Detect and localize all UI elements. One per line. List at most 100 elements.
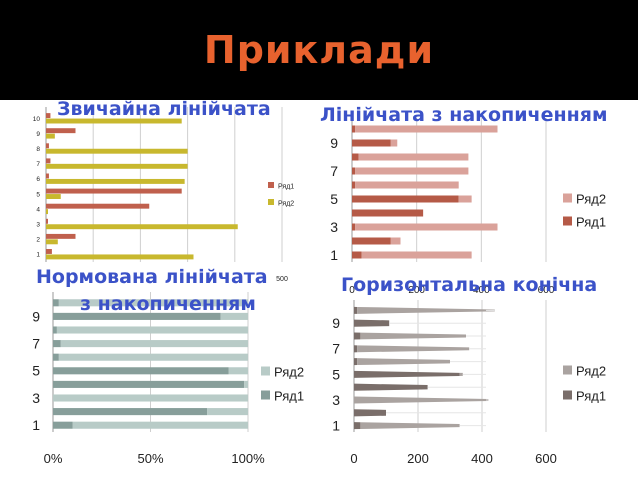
- legend-label-Ряд1: Ряд1: [278, 183, 294, 190]
- legend-label-Ряд1: Ряд1: [576, 389, 606, 404]
- y-tick-label: 1: [332, 418, 340, 434]
- legend-label-Ряд2: Ряд2: [278, 200, 294, 207]
- bar-Ряд2-5: [458, 195, 472, 203]
- y-tick-label: 5: [332, 366, 340, 382]
- legend-swatch-Ряд1: [563, 216, 572, 226]
- subtitle-chart1: Звичайна лінійчата: [57, 98, 271, 120]
- bar-Ряд1-2: [352, 237, 391, 245]
- legend-swatch-Ряд1: [261, 390, 270, 400]
- bar-Ряд1-8: [53, 326, 57, 334]
- bar-Ряд1-10: [46, 113, 51, 119]
- y-tick-label: 5: [330, 191, 338, 207]
- y-tick-label: 7: [330, 163, 338, 179]
- bar-Ряд2-3: [355, 223, 498, 231]
- bar-Ряд2-9: [390, 139, 398, 147]
- bar-Ряд2-2: [207, 408, 248, 416]
- legend-swatch-Ряд1: [268, 182, 274, 188]
- legend-label-Ряд1: Ряд1: [576, 215, 606, 230]
- y-tick-label: 7: [32, 336, 40, 352]
- bar-Ряд2-10: [46, 118, 182, 124]
- legend-swatch-Ряд1: [563, 390, 572, 400]
- bar-Ряд1-1: [53, 421, 73, 429]
- bar-Ряд1-10: [53, 299, 59, 307]
- bar-Ряд1-10: [352, 125, 356, 133]
- legend-label-Ряд2: Ряд2: [576, 192, 606, 207]
- bar-Ряд2-1: [72, 421, 248, 429]
- x-tick-label: 400: [473, 285, 490, 296]
- bar-Ряд2-4: [244, 380, 248, 388]
- bar-Ряд2-6: [58, 353, 248, 361]
- cone-Ряд2-7: [357, 345, 470, 353]
- cone-Ряд1-5: [354, 370, 460, 378]
- y-tick-label: 1: [36, 252, 40, 259]
- bar-Ряд2-8: [56, 326, 249, 334]
- y-tick-label: 9: [332, 315, 340, 331]
- bar-Ряд1-4: [46, 203, 150, 209]
- bar-Ряд2-3: [53, 394, 248, 402]
- cone-Ряд1-9: [354, 319, 390, 327]
- y-tick-label: 1: [330, 247, 338, 263]
- bar-Ряд1-3: [352, 223, 356, 231]
- y-tick-label: 3: [36, 222, 40, 229]
- slide-title: Приклади: [203, 28, 435, 72]
- bar-Ряд2-1: [46, 254, 194, 260]
- legend-swatch-Ряд2: [268, 199, 274, 205]
- bar-Ряд2-8: [358, 153, 469, 161]
- bar-Ряд1-9: [46, 128, 76, 134]
- bar-Ряд1-2: [53, 408, 208, 416]
- x-tick-label: 0: [349, 285, 355, 296]
- legend-label-Ряд2: Ряд2: [274, 365, 304, 380]
- y-tick-label: 3: [332, 392, 340, 408]
- x-tick-label: 600: [535, 451, 557, 466]
- x-tick-label: 600: [538, 285, 555, 296]
- legend-swatch-Ряд2: [563, 365, 572, 375]
- y-tick-label: 5: [32, 363, 40, 379]
- x-tick-label: 100%: [231, 451, 265, 466]
- subtitle-chart2: Лінійчата з накопиченням: [320, 104, 608, 126]
- cone-Ряд1-2: [354, 409, 386, 417]
- cone-Ряд1-10: [354, 306, 358, 314]
- bar-Ряд2-10: [355, 125, 498, 133]
- bar-Ряд2-2: [46, 239, 58, 245]
- bar-Ряд2-7: [60, 340, 248, 348]
- bar-Ряд1-7: [352, 167, 356, 175]
- bar-Ряд1-1: [46, 249, 52, 254]
- legend-label-Ряд2: Ряд2: [576, 364, 606, 379]
- y-tick-label: 10: [33, 116, 41, 123]
- x-tick-label: 400: [471, 451, 493, 466]
- x-tick-label: 50%: [137, 451, 163, 466]
- y-tick-label: 3: [32, 390, 40, 406]
- legend-swatch-Ряд2: [563, 193, 572, 203]
- y-tick-label: 6: [36, 176, 40, 183]
- y-tick-label: 7: [36, 161, 40, 168]
- cone-Ряд2-5: [459, 372, 463, 376]
- bar-Ряд2-1: [361, 251, 472, 259]
- cone-Ряд1-1: [354, 422, 361, 430]
- x-tick-label: 200: [408, 285, 425, 296]
- bar-Ряд2-5: [46, 194, 61, 199]
- bar-Ряд1-4: [53, 380, 245, 388]
- bar-Ряд1-6: [53, 353, 59, 361]
- bar-Ряд2-3: [46, 224, 238, 230]
- y-tick-label: 7: [332, 341, 340, 357]
- bar-Ряд1-9: [352, 139, 391, 147]
- bar-Ряд2-2: [390, 237, 401, 245]
- bar-Ряд2-7: [355, 167, 469, 175]
- subtitle-chart3-line2: з накопиченням: [80, 293, 256, 315]
- cone-Ряд2-6: [357, 358, 450, 366]
- bar-Ряд2-10: [58, 299, 248, 307]
- bar-Ряд2-7: [46, 163, 188, 169]
- cone-Ряд1-4: [354, 383, 428, 391]
- bar-Ряд2-6: [355, 181, 459, 189]
- y-tick-label: 1: [32, 417, 40, 433]
- subtitle-chart3-line1: Нормована лінійчата: [36, 266, 268, 288]
- x-tick-label: 0: [350, 451, 357, 466]
- legend-swatch-Ряд2: [261, 366, 270, 376]
- cone-Ряд1-6: [354, 358, 358, 366]
- cone-Ряд2-10: [357, 306, 495, 314]
- y-tick-label: 9: [32, 308, 40, 324]
- subtitle-chart4: Горизонтальна конічна: [341, 274, 598, 296]
- y-tick-label: 8: [36, 146, 40, 153]
